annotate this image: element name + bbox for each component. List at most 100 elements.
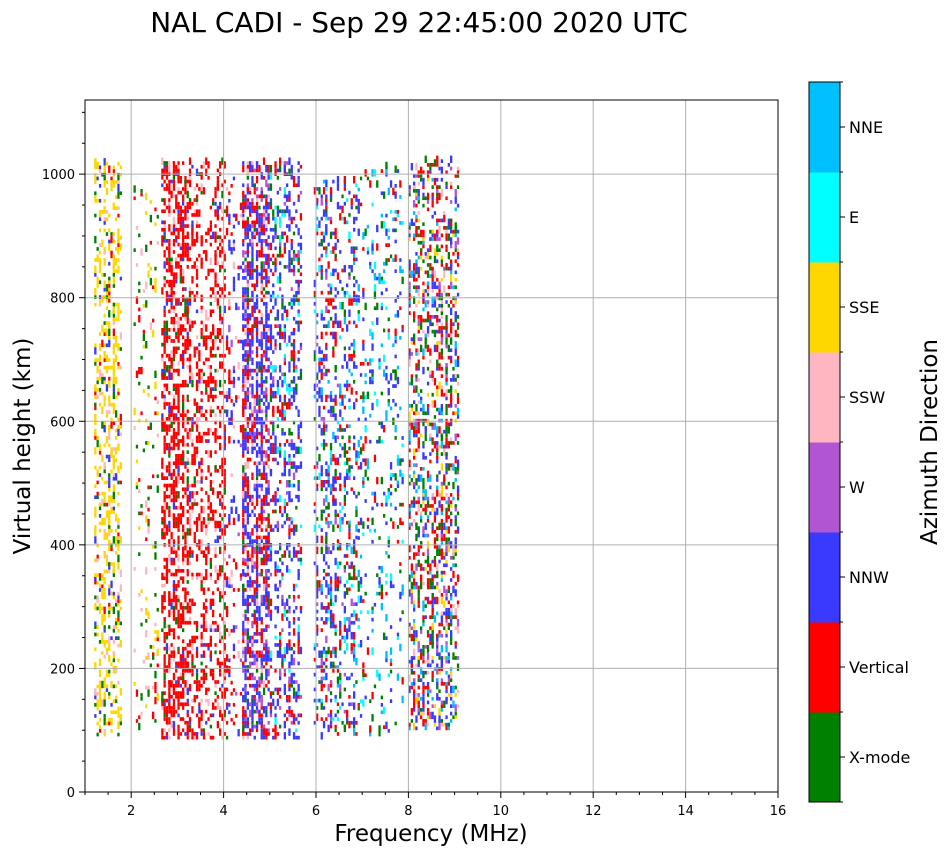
echo-point xyxy=(103,343,106,348)
echo-point xyxy=(200,335,203,340)
echo-point xyxy=(117,362,120,366)
echo-point xyxy=(223,283,226,291)
echo-point xyxy=(177,513,180,521)
echo-point xyxy=(147,518,150,523)
echo-point xyxy=(274,713,277,718)
echo-point xyxy=(253,398,256,406)
echo-point xyxy=(117,184,120,192)
echo-point xyxy=(212,628,215,632)
echo-point xyxy=(168,183,171,191)
echo-point xyxy=(292,472,296,480)
echo-point xyxy=(396,169,400,173)
echo-point xyxy=(219,565,222,573)
echo-point xyxy=(348,435,351,440)
echo-point xyxy=(168,628,171,636)
echo-point xyxy=(170,531,173,540)
echo-point xyxy=(286,402,289,410)
echo-point xyxy=(255,535,259,540)
echo-point xyxy=(373,684,377,689)
echo-point xyxy=(260,287,263,291)
echo-point xyxy=(292,643,296,647)
echo-point xyxy=(318,346,321,354)
echo-point xyxy=(299,279,303,284)
echo-point xyxy=(172,494,176,503)
echo-point xyxy=(186,305,189,314)
echo-point xyxy=(165,494,169,499)
echo-point xyxy=(182,201,185,206)
echo-point xyxy=(249,683,252,688)
echo-point xyxy=(274,324,277,328)
echo-point xyxy=(179,661,182,669)
echo-point xyxy=(172,194,176,199)
echo-point xyxy=(216,290,219,295)
echo-point xyxy=(138,233,141,238)
echo-point xyxy=(94,621,97,626)
echo-point xyxy=(202,520,206,525)
echo-point xyxy=(105,684,109,689)
echo-point xyxy=(168,646,171,651)
echo-point xyxy=(343,554,346,558)
echo-point xyxy=(353,227,356,232)
echo-point xyxy=(195,576,199,581)
echo-point xyxy=(221,691,224,699)
echo-point xyxy=(242,509,245,517)
echo-point xyxy=(170,179,173,184)
echo-point xyxy=(232,517,236,526)
echo-point xyxy=(94,413,97,422)
echo-point xyxy=(202,517,206,521)
echo-point xyxy=(297,242,300,247)
echo-point xyxy=(267,583,270,588)
echo-point xyxy=(253,598,256,606)
echo-point xyxy=(279,546,282,551)
echo-point xyxy=(177,539,180,543)
echo-point xyxy=(228,239,231,244)
echo-point xyxy=(373,261,377,270)
echo-point xyxy=(219,239,222,243)
echo-point xyxy=(325,580,328,588)
echo-point xyxy=(242,442,245,447)
echo-point xyxy=(327,465,330,473)
echo-point xyxy=(327,472,330,477)
echo-point xyxy=(279,480,282,484)
echo-point xyxy=(383,706,386,715)
echo-point xyxy=(235,213,238,218)
echo-point xyxy=(161,706,164,710)
echo-point xyxy=(103,165,106,173)
echo-point xyxy=(177,391,180,399)
echo-point xyxy=(179,691,182,699)
echo-point xyxy=(348,272,351,277)
echo-point xyxy=(269,557,273,562)
echo-point xyxy=(269,227,273,232)
echo-point xyxy=(177,316,180,325)
echo-point xyxy=(195,524,199,532)
echo-point xyxy=(334,654,337,658)
echo-point xyxy=(353,539,356,543)
echo-point xyxy=(165,706,169,710)
echo-point xyxy=(313,187,316,191)
echo-point xyxy=(292,342,296,347)
echo-point xyxy=(394,339,397,344)
echo-point xyxy=(392,399,395,403)
echo-point xyxy=(260,628,263,632)
echo-point xyxy=(258,717,261,721)
echo-point xyxy=(115,428,118,433)
echo-point xyxy=(249,205,252,214)
echo-point xyxy=(156,663,159,668)
echo-point xyxy=(350,620,353,625)
echo-point xyxy=(103,376,106,381)
echo-point xyxy=(207,376,210,380)
echo-point xyxy=(168,368,171,373)
echo-point xyxy=(283,331,286,340)
echo-point xyxy=(262,509,266,514)
echo-point xyxy=(320,546,323,555)
echo-point xyxy=(163,324,166,328)
echo-point xyxy=(334,728,337,733)
echo-point xyxy=(253,724,256,729)
echo-point xyxy=(103,625,106,629)
echo-point xyxy=(255,450,259,458)
echo-point xyxy=(182,227,185,236)
echo-point xyxy=(269,328,273,332)
echo-point xyxy=(292,183,296,188)
echo-point xyxy=(216,569,219,573)
echo-point xyxy=(175,413,178,417)
